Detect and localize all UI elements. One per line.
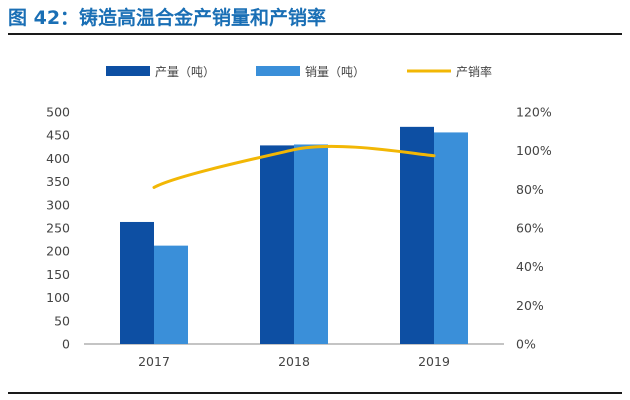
bar-sales-2017 bbox=[154, 245, 188, 344]
left-axis-tick-label: 250 bbox=[46, 221, 70, 236]
bar-production-2017 bbox=[120, 221, 154, 344]
left-axis-tick-label: 350 bbox=[46, 174, 70, 189]
right-axis-tick-label: 60% bbox=[516, 221, 544, 236]
x-axis-tick-label: 2019 bbox=[418, 354, 450, 369]
legend-swatch-production bbox=[106, 66, 150, 76]
left-axis-tick-label: 450 bbox=[46, 128, 70, 143]
right-axis-tick-label: 100% bbox=[516, 143, 552, 158]
left-axis-tick-label: 300 bbox=[46, 197, 70, 212]
bar-sales-2019 bbox=[434, 132, 468, 344]
left-axis-tick-label: 400 bbox=[46, 151, 70, 166]
legend: 产量（吨） 销量（吨） 产销率 bbox=[106, 64, 492, 79]
bottom-rule bbox=[8, 392, 622, 394]
right-axis-tick-label: 80% bbox=[516, 182, 544, 197]
left-axis-tick-label: 50 bbox=[54, 313, 70, 328]
left-axis-tick-label: 150 bbox=[46, 267, 70, 282]
left-axis-tick-label: 100 bbox=[46, 290, 70, 305]
right-axis-tick-label: 20% bbox=[516, 298, 544, 313]
left-axis-tick-label: 500 bbox=[46, 105, 70, 120]
x-axis-tick-label: 2017 bbox=[138, 354, 170, 369]
left-axis-tick-label: 200 bbox=[46, 244, 70, 259]
right-axis-tick-label: 40% bbox=[516, 259, 544, 274]
legend-swatch-sales bbox=[256, 66, 300, 76]
title-rule bbox=[8, 33, 622, 35]
figure-title: 图 42：铸造高温合金产销量和产销率 bbox=[8, 7, 327, 29]
legend-label-sales: 销量（吨） bbox=[305, 65, 365, 79]
line-series-rate bbox=[152, 144, 436, 189]
bar-production-2018 bbox=[260, 145, 294, 344]
bar-production-2019 bbox=[400, 126, 434, 345]
x-axis-tick-label: 2018 bbox=[278, 354, 310, 369]
bar-sales-2018 bbox=[294, 144, 328, 344]
right-axis-tick-label: 0% bbox=[516, 337, 536, 352]
legend-label-production: 产量（吨） bbox=[155, 65, 215, 79]
left-axis-tick-label: 0 bbox=[62, 337, 70, 352]
right-axis-tick-label: 120% bbox=[516, 105, 552, 120]
legend-label-rate: 产销率 bbox=[456, 64, 492, 79]
